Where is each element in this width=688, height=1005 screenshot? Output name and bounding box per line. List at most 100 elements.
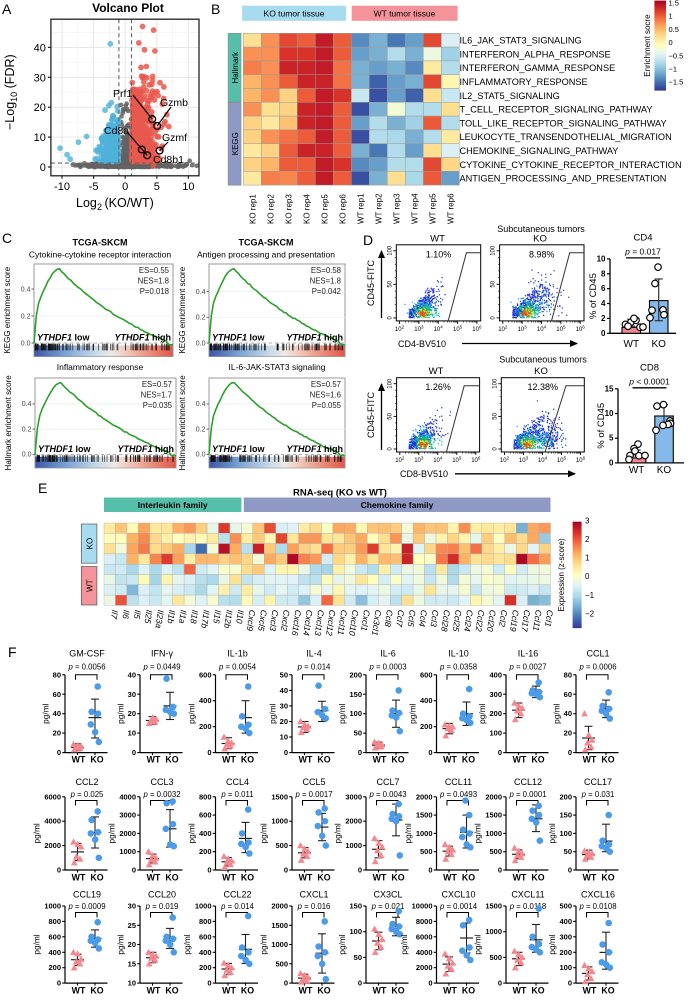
svg-text:KO rep3: KO rep3 [284, 194, 293, 224]
svg-text:LEUKOCYTE_TRANSENDOTHELIAL_MIG: LEUKOCYTE_TRANSENDOTHELIAL_MIGRATION [460, 132, 672, 142]
svg-text:0.2: 0.2 [196, 426, 206, 433]
svg-text:Hallmark enrichment score: Hallmark enrichment score [4, 375, 13, 471]
svg-text:1: 1 [669, 12, 673, 21]
svg-text:1.10%: 1.10% [426, 249, 452, 259]
svg-text:A: A [2, 1, 12, 17]
svg-text:WT rep1: WT rep1 [356, 193, 365, 224]
svg-text:WT rep2: WT rep2 [374, 193, 383, 224]
svg-text:0.4: 0.4 [22, 401, 32, 408]
svg-text:Log: Log [76, 196, 97, 210]
svg-text:0.0: 0.0 [196, 452, 206, 459]
svg-text:Prf1: Prf1 [113, 88, 132, 100]
svg-text:KEGG: KEGG [231, 132, 240, 155]
svg-text:YTHDF1 high: YTHDF1 high [286, 444, 343, 454]
svg-text:WT rep5: WT rep5 [428, 193, 437, 224]
svg-text:Enrichment socre: Enrichment socre [643, 14, 652, 77]
svg-text:KEGG enrichment score: KEGG enrichment score [3, 266, 12, 353]
svg-text:0: 0 [669, 38, 673, 47]
svg-text:TCGA-SKCM: TCGA-SKCM [73, 238, 128, 248]
svg-text:(KO/WT): (KO/WT) [105, 196, 154, 210]
svg-text:0.4: 0.4 [196, 401, 206, 408]
svg-text:P=0.042: P=0.042 [312, 287, 341, 296]
svg-text:YTHDF1 low: YTHDF1 low [212, 444, 266, 454]
svg-text:Volcano Plot: Volcano Plot [92, 1, 164, 15]
svg-text:TCGA-SKCM: TCGA-SKCM [239, 238, 294, 248]
svg-text:YTHDF1 low: YTHDF1 low [38, 444, 92, 454]
svg-text:NES=1.8: NES=1.8 [138, 277, 169, 286]
svg-text:KO rep2: KO rep2 [266, 194, 275, 224]
svg-text:100: 100 [491, 245, 497, 256]
svg-text:IL2_STAT5_SIGNALING: IL2_STAT5_SIGNALING [460, 91, 560, 101]
svg-text:WT: WT [430, 234, 445, 245]
svg-text:KO tumor tissue: KO tumor tissue [264, 9, 325, 19]
svg-text:0.0: 0.0 [22, 452, 32, 459]
svg-text:NES=1.7: NES=1.7 [141, 391, 172, 400]
svg-text:0.2: 0.2 [196, 315, 206, 322]
svg-text:Subcutaneous tumors: Subcutaneous tumors [497, 224, 585, 234]
svg-text:0.0: 0.0 [21, 340, 31, 347]
svg-text:ANTIGEN_PROCESSING_AND_PRESENT: ANTIGEN_PROCESSING_AND_PRESENTATION [460, 174, 667, 184]
svg-text:KO: KO [534, 366, 548, 377]
svg-text:YTHDF1 low: YTHDF1 low [212, 333, 266, 343]
svg-text:−0.5: −0.5 [669, 51, 684, 60]
svg-text:KO rep5: KO rep5 [320, 194, 329, 224]
svg-text:D: D [363, 232, 373, 248]
svg-text:50: 50 [387, 280, 393, 287]
svg-text:TOLL_LIKE_RECEPTOR_SIGNALING_P: TOLL_LIKE_RECEPTOR_SIGNALING_PATHWAY [460, 118, 667, 128]
svg-text:Inflammatory response: Inflammatory response [57, 362, 144, 372]
svg-text:0.4: 0.4 [196, 289, 206, 296]
svg-text:−1.5: −1.5 [669, 78, 684, 87]
svg-text:NES=1.6: NES=1.6 [310, 391, 341, 400]
svg-text:2: 2 [97, 202, 102, 212]
svg-text:Cd8a: Cd8a [104, 125, 129, 137]
svg-text:KO rep4: KO rep4 [302, 194, 311, 224]
svg-text:ES=0.58: ES=0.58 [311, 266, 341, 275]
svg-text:IL-6-JAK-STAT3 signaling: IL-6-JAK-STAT3 signaling [229, 362, 326, 372]
svg-text:WT tumor tissue: WT tumor tissue [374, 9, 436, 19]
svg-text:Antigen processing and present: Antigen processing and presentation [197, 250, 335, 260]
svg-text:40: 40 [34, 42, 46, 54]
svg-text:WT rep6: WT rep6 [446, 193, 455, 224]
svg-text:0.2: 0.2 [21, 313, 31, 320]
svg-text:CHEMOKINE_SIGNALING_PATHWAY: CHEMOKINE_SIGNALING_PATHWAY [460, 146, 619, 156]
svg-text:IL6_JAK_STAT3_SIGNALING: IL6_JAK_STAT3_SIGNALING [460, 36, 582, 46]
svg-text:YTHDF1 high: YTHDF1 high [286, 333, 343, 343]
svg-text:WT rep3: WT rep3 [392, 193, 401, 224]
svg-text:Hallmark enrichment score: Hallmark enrichment score [178, 375, 187, 471]
svg-text:Gzmf: Gzmf [162, 132, 187, 144]
svg-text:KO rep1: KO rep1 [248, 194, 257, 224]
svg-text:INTERFERON_ALPHA_RESPONSE: INTERFERON_ALPHA_RESPONSE [460, 49, 611, 59]
svg-text:P=0.035: P=0.035 [143, 401, 173, 410]
svg-text:Gzmb: Gzmb [160, 97, 188, 109]
svg-text:5: 5 [154, 181, 160, 193]
svg-text:B: B [211, 1, 220, 17]
svg-text:100: 100 [387, 245, 393, 256]
svg-text:0.2: 0.2 [22, 426, 32, 433]
svg-text:50: 50 [491, 280, 497, 287]
svg-text:INFLAMMATORY_RESPONSE: INFLAMMATORY_RESPONSE [460, 77, 588, 87]
svg-text:0.4: 0.4 [21, 286, 31, 293]
svg-text:Cytokine-cytokine receptor int: Cytokine-cytokine receptor interaction [29, 250, 171, 260]
svg-text:−1: −1 [669, 65, 678, 74]
svg-text:Cd8b1: Cd8b1 [153, 154, 184, 166]
svg-text:P=0.018: P=0.018 [140, 287, 169, 296]
svg-text:-5: -5 [89, 181, 99, 193]
svg-text:P=0.055: P=0.055 [312, 401, 342, 410]
svg-text:ES=0.55: ES=0.55 [139, 266, 170, 275]
svg-text:KO rep6: KO rep6 [338, 194, 347, 224]
svg-text:−Log10 (FDR): −Log10 (FDR) [3, 54, 19, 130]
svg-text:Subcutaneous tumors: Subcutaneous tumors [499, 355, 587, 365]
svg-text:CYTOKINE_CYTOKINE_RECEPTOR_INT: CYTOKINE_CYTOKINE_RECEPTOR_INTERACTION [460, 160, 682, 170]
svg-text:-10: -10 [54, 181, 70, 193]
svg-text:KEGG enrichment score: KEGG enrichment score [178, 266, 187, 353]
svg-text:WT rep4: WT rep4 [410, 193, 419, 224]
svg-text:NES=1.8: NES=1.8 [310, 277, 341, 286]
svg-text:YTHDF1 high: YTHDF1 high [114, 333, 171, 343]
svg-text:C: C [2, 230, 12, 246]
svg-text:T_CELL_RECEPTOR_SIGNALING_PATH: T_CELL_RECEPTOR_SIGNALING_PATHWAY [460, 105, 653, 115]
svg-text:0: 0 [40, 162, 46, 174]
svg-text:YTHDF1 high: YTHDF1 high [117, 444, 174, 454]
svg-text:20: 20 [34, 102, 46, 114]
svg-text:YTHDF1 low: YTHDF1 low [37, 333, 91, 343]
svg-text:30: 30 [34, 72, 46, 84]
